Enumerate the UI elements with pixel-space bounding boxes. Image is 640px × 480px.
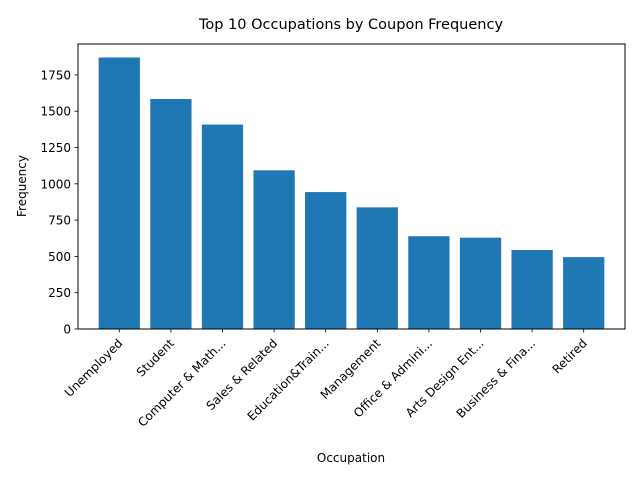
chart-title: Top 10 Occupations by Coupon Frequency — [198, 17, 503, 33]
y-tick-label: 0 — [63, 323, 71, 337]
x-tick-label: Student — [134, 336, 178, 380]
y-tick-label: 1500 — [40, 105, 71, 119]
y-tick-label: 1000 — [40, 177, 71, 191]
bar — [253, 170, 295, 329]
bar — [511, 250, 553, 329]
y-tick-label: 1250 — [40, 141, 71, 155]
bars-group — [98, 57, 605, 329]
bar — [98, 57, 140, 329]
bar — [459, 237, 502, 329]
y-tick-label: 1750 — [40, 68, 71, 82]
x-tick-label: Computer & Math... — [135, 336, 228, 429]
bar — [150, 99, 192, 329]
y-tick-label: 750 — [48, 214, 71, 228]
y-tick-label: 250 — [48, 286, 71, 300]
bar — [356, 207, 398, 329]
x-tick-label: Retired — [550, 336, 590, 376]
bar — [408, 236, 450, 329]
plot-frame — [77, 43, 626, 330]
bar — [305, 192, 347, 329]
x-tick-label: Unemployed — [62, 336, 126, 400]
y-tick-label: 500 — [48, 250, 71, 264]
y-ticks-group: 0 250 500 750 1000 1250 1500 1750 — [40, 68, 78, 337]
x-axis-label: Occupation — [317, 451, 385, 465]
bar — [201, 124, 244, 329]
bar — [563, 257, 605, 329]
y-axis-label: Frequency — [15, 155, 29, 217]
